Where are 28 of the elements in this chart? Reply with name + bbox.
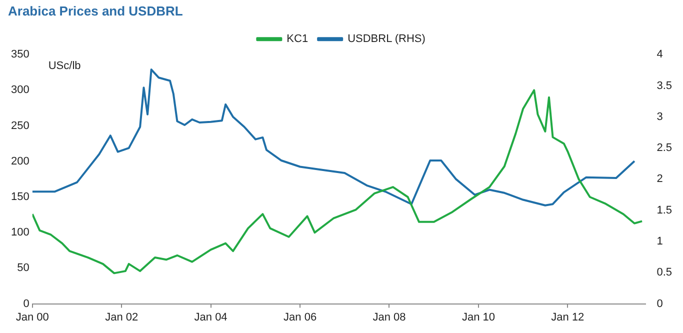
y-tick-label: 300 bbox=[10, 84, 30, 96]
x-tick-label: Jan 02 bbox=[105, 311, 138, 324]
y2-tick-label: 3 bbox=[656, 110, 663, 123]
x-tick-label: Jan 00 bbox=[16, 311, 49, 324]
y2-tick-label: 4 bbox=[656, 48, 663, 61]
y-tick-label: 250 bbox=[10, 120, 30, 132]
y-tick-label: 100 bbox=[10, 226, 30, 239]
legend-label: KC1 bbox=[286, 33, 308, 46]
chart-title: Arabica Prices and USDBRL bbox=[8, 3, 183, 18]
y-tick-label: 200 bbox=[10, 155, 30, 168]
legend-label: USDBRL (RHS) bbox=[348, 33, 426, 46]
x-tick-label: Jan 12 bbox=[551, 311, 584, 324]
y2-tick-label: 0 bbox=[656, 298, 663, 310]
y-tick-label: 350 bbox=[10, 48, 30, 61]
x-tick-label: Jan 10 bbox=[462, 311, 496, 324]
y-tick-label: 50 bbox=[17, 262, 30, 274]
y2-tick-label: 2 bbox=[656, 173, 663, 186]
y2-tick-label: 3.5 bbox=[656, 80, 672, 92]
y2-tick-label: 0.5 bbox=[656, 266, 672, 279]
y-tick-label: 0 bbox=[23, 298, 30, 310]
y2-tick-label: 2.5 bbox=[656, 142, 672, 154]
x-tick-label: Jan 04 bbox=[194, 311, 228, 324]
y2-tick-label: 1.5 bbox=[656, 204, 672, 216]
y-axis-title: USc/lb bbox=[48, 60, 81, 72]
y2-tick-label: 1 bbox=[656, 236, 663, 248]
x-tick-label: Jan 08 bbox=[372, 311, 406, 324]
x-tick-label: Jan 06 bbox=[284, 311, 317, 324]
y-tick-label: 150 bbox=[10, 191, 30, 204]
